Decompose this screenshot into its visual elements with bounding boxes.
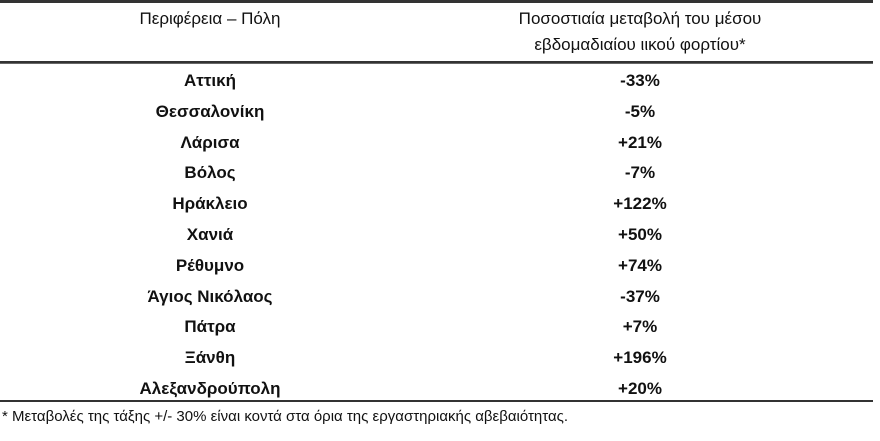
header-change-line2: εβδομαδιαίου ιικού φορτίου*	[534, 35, 746, 54]
city-cell: Αλεξανδρούπολη	[139, 379, 281, 398]
city-cell: Άγιος Νικόλαος	[147, 286, 273, 306]
change-cell: -33%	[620, 71, 660, 90]
change-cell: +74%	[618, 255, 662, 275]
city-cell: Αττική	[183, 71, 237, 90]
city-cell: Ηράκλειο	[172, 194, 248, 214]
city-cell: Χανιά	[186, 225, 234, 244]
table-row: Χανιά +50%	[0, 219, 873, 250]
header-rule	[0, 61, 873, 64]
city-cell: Λάρισα	[180, 132, 240, 152]
table-row: Βόλος -7%	[0, 157, 873, 188]
table-row: Άγιος Νικόλαος -37%	[0, 281, 873, 312]
header-change-line1: Ποσοστιαία μεταβολή του μέσου	[518, 9, 762, 28]
change-cell: +20%	[618, 379, 662, 398]
change-cell: +122%	[613, 194, 667, 214]
header-change: Ποσοστιαία μεταβολή του μέσου εβδομαδιαί…	[460, 6, 820, 58]
top-rule	[0, 0, 873, 3]
table-row: Ρέθυμνο +74%	[0, 250, 873, 281]
bottom-rule	[0, 400, 873, 402]
table-row: Πάτρα +7%	[0, 311, 873, 342]
table-row: Αττική -33%	[0, 65, 873, 96]
change-cell: -7%	[624, 163, 656, 183]
change-cell: +196%	[613, 348, 667, 368]
change-cell: +7%	[622, 317, 658, 337]
city-cell: Βόλος	[184, 163, 236, 183]
table-row: Λάρισα +21%	[0, 127, 873, 158]
change-cell: +21%	[618, 132, 662, 152]
change-cell: -5%	[624, 101, 656, 121]
table-row: Θεσσαλονίκη -5%	[0, 96, 873, 127]
header-region-city: Περιφέρεια – Πόλη	[139, 9, 281, 28]
city-cell: Ρέθυμνο	[175, 255, 245, 275]
table-row: Ηράκλειο +122%	[0, 188, 873, 219]
city-cell: Θεσσαλονίκη	[155, 101, 265, 121]
change-cell: -37%	[620, 286, 660, 306]
footnote: * Μεταβολές της τάξης +/- 30% είναι κοντ…	[2, 408, 569, 425]
table-row: Ξάνθη +196%	[0, 342, 873, 373]
change-cell: +50%	[618, 225, 662, 244]
city-cell: Ξάνθη	[184, 348, 236, 368]
city-cell: Πάτρα	[184, 317, 236, 337]
table-row: Αλεξανδρούπολη +20%	[0, 373, 873, 404]
